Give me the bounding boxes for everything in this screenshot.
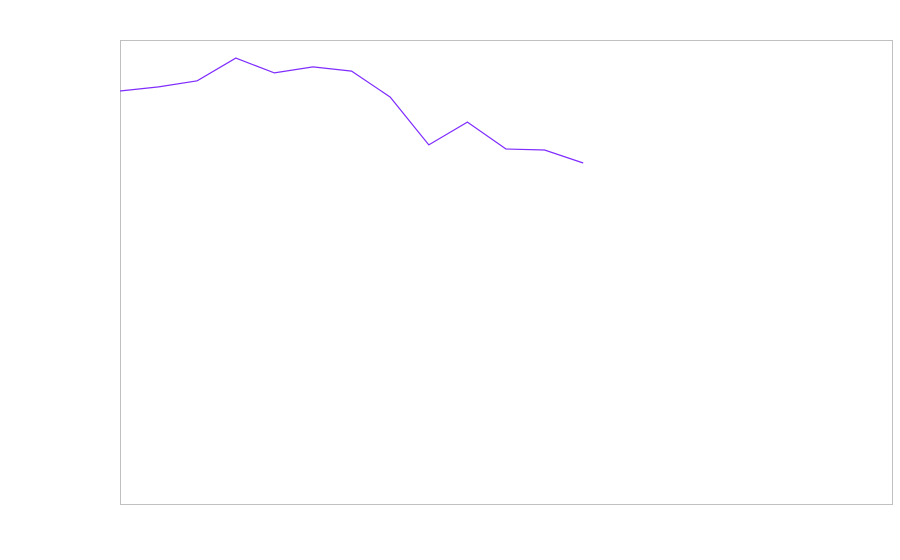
series-layer [119, 57, 584, 164]
plot-frame [120, 40, 893, 505]
series-line-0 [119, 57, 584, 164]
